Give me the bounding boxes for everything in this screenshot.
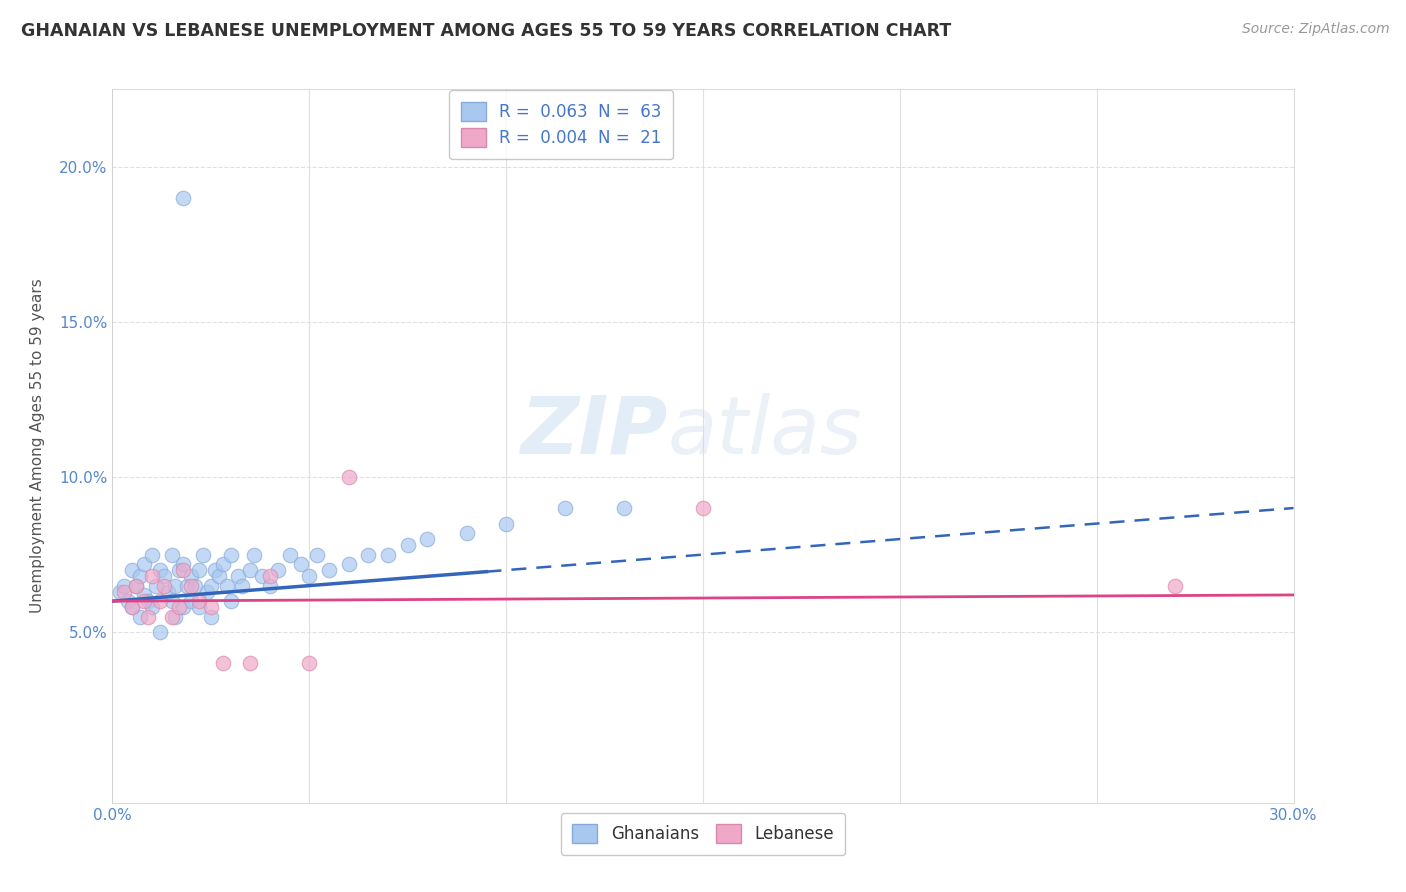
Point: [278, 548, 301, 562]
Point: [200, 609, 222, 624]
Point: [180, 579, 202, 593]
Point: [416, 532, 439, 546]
Point: [259, 569, 281, 583]
Point: [132, 588, 155, 602]
Point: [184, 579, 207, 593]
Point: [145, 579, 167, 593]
Point: [149, 625, 172, 640]
Point: [219, 548, 242, 562]
Point: [195, 584, 218, 599]
Point: [267, 563, 290, 577]
Point: [117, 594, 139, 608]
Point: [180, 569, 202, 583]
Point: [290, 557, 312, 571]
Point: [160, 594, 183, 608]
Point: [136, 609, 159, 624]
Point: [200, 579, 222, 593]
Point: [121, 563, 143, 577]
Point: [250, 569, 273, 583]
Point: [165, 579, 187, 593]
Point: [396, 538, 419, 552]
Point: [239, 656, 262, 670]
Point: [495, 516, 517, 531]
Point: [149, 563, 172, 577]
Legend: Ghanaians, Lebanese: Ghanaians, Lebanese: [561, 813, 845, 855]
Point: [228, 569, 250, 583]
Point: [337, 470, 360, 484]
Point: [215, 579, 238, 593]
Point: [152, 569, 174, 583]
Point: [298, 656, 321, 670]
Point: [219, 594, 242, 608]
Point: [613, 501, 636, 516]
Point: [172, 191, 194, 205]
Point: [239, 563, 262, 577]
Point: [129, 569, 152, 583]
Point: [211, 557, 233, 571]
Point: [172, 563, 194, 577]
Point: [169, 563, 191, 577]
Point: [377, 548, 399, 562]
Point: [211, 656, 233, 670]
Point: [243, 548, 266, 562]
Point: [554, 501, 576, 516]
Point: [149, 594, 172, 608]
Point: [125, 579, 148, 593]
Point: [188, 563, 211, 577]
Point: [176, 579, 198, 593]
Point: [204, 563, 226, 577]
Text: ZIP: ZIP: [520, 392, 668, 471]
Point: [298, 569, 321, 583]
Point: [188, 594, 211, 608]
Point: [337, 557, 360, 571]
Point: [231, 579, 253, 593]
Point: [160, 609, 183, 624]
Point: [160, 548, 183, 562]
Point: [172, 557, 194, 571]
Point: [141, 569, 163, 583]
Point: [456, 525, 478, 540]
Point: [200, 600, 222, 615]
Text: atlas: atlas: [668, 392, 862, 471]
Point: [180, 594, 202, 608]
Point: [172, 600, 194, 615]
Point: [188, 600, 211, 615]
Point: [1164, 579, 1187, 593]
Point: [125, 579, 148, 593]
Point: [112, 579, 135, 593]
Point: [136, 594, 159, 608]
Point: [169, 600, 191, 615]
Point: [259, 579, 281, 593]
Text: GHANAIAN VS LEBANESE UNEMPLOYMENT AMONG AGES 55 TO 59 YEARS CORRELATION CHART: GHANAIAN VS LEBANESE UNEMPLOYMENT AMONG …: [21, 22, 952, 40]
Point: [357, 548, 380, 562]
Point: [132, 557, 155, 571]
Point: [692, 501, 714, 516]
Text: Source: ZipAtlas.com: Source: ZipAtlas.com: [1241, 22, 1389, 37]
Point: [165, 609, 187, 624]
Point: [110, 584, 132, 599]
Point: [112, 584, 135, 599]
Point: [156, 584, 179, 599]
Point: [307, 548, 329, 562]
Point: [208, 569, 231, 583]
Point: [152, 579, 174, 593]
Point: [129, 609, 152, 624]
Point: [121, 600, 143, 615]
Point: [132, 594, 155, 608]
Point: [141, 600, 163, 615]
Point: [141, 548, 163, 562]
Point: [191, 548, 214, 562]
Y-axis label: Unemployment Among Ages 55 to 59 years: Unemployment Among Ages 55 to 59 years: [31, 278, 45, 614]
Point: [121, 600, 143, 615]
Point: [318, 563, 340, 577]
